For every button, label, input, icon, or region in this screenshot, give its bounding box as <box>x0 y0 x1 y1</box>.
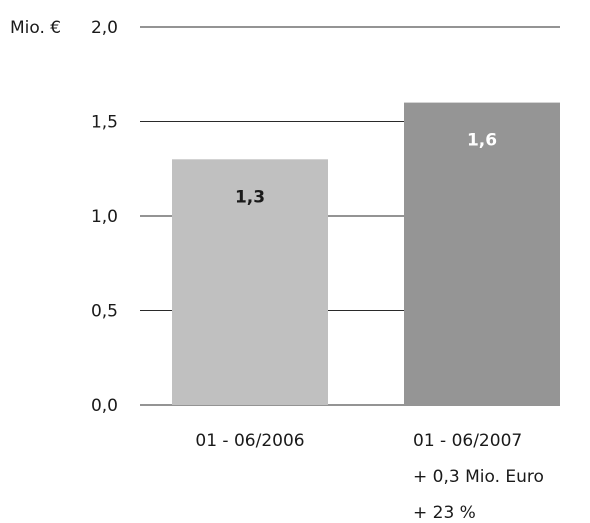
category-note: + 23 % <box>413 503 476 523</box>
y-tick-label: 1,5 <box>91 113 118 133</box>
bar-value-label: 1,3 <box>235 187 265 207</box>
bars <box>172 103 560 405</box>
y-unit-label: Mio. € <box>10 18 61 38</box>
y-tick-label: 0,5 <box>91 302 118 322</box>
y-tick-label: 2,0 <box>91 18 118 38</box>
y-axis-ticks: Mio. € 0,0 0,5 1,0 1,5 2,0 <box>10 18 118 416</box>
category-label: 01 - 06/2007 <box>413 431 522 451</box>
y-tick-label: 0,0 <box>91 396 118 416</box>
y-tick-label: 1,0 <box>91 207 118 227</box>
bar-value-label: 1,6 <box>467 131 497 151</box>
category-labels: 01 - 06/2006 01 - 06/2007 + 0,3 Mio. Euro +… <box>195 431 544 523</box>
category-note: + 0,3 Mio. Euro <box>413 467 544 487</box>
category-label: 01 - 06/2006 <box>195 431 304 451</box>
